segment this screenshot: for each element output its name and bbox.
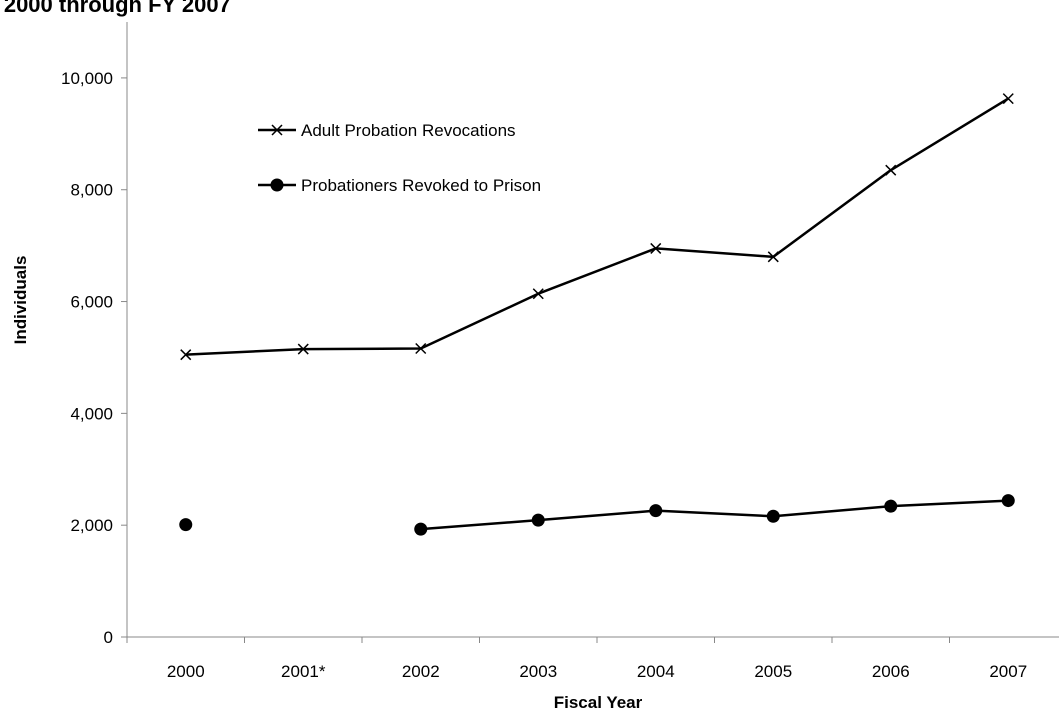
data-point-x-marker bbox=[297, 343, 309, 355]
y-tick-label: 4,000 bbox=[70, 404, 113, 423]
x-tick-label: 2005 bbox=[754, 662, 792, 681]
data-point-circle-marker bbox=[1001, 494, 1015, 508]
legend-item-1: Adult Probation Revocations bbox=[258, 121, 516, 140]
y-tick-label: 2,000 bbox=[70, 516, 113, 535]
chart-title: FY 2000 through FY 2007 bbox=[0, 0, 231, 17]
y-tick-label: 6,000 bbox=[70, 293, 113, 312]
series-layer bbox=[179, 93, 1015, 536]
legend-label: Probationers Revoked to Prison bbox=[301, 176, 541, 195]
data-point-circle-marker bbox=[531, 513, 545, 527]
x-tick-label: 2002 bbox=[402, 662, 440, 681]
data-point-circle-marker bbox=[414, 522, 428, 536]
data-point-circle-marker bbox=[884, 499, 898, 513]
series-1 bbox=[180, 93, 1014, 361]
x-tick-label: 2003 bbox=[519, 662, 557, 681]
legend-item-2: Probationers Revoked to Prison bbox=[258, 176, 541, 195]
legend-label: Adult Probation Revocations bbox=[301, 121, 516, 140]
data-point-x-marker bbox=[180, 349, 192, 361]
data-point-circle-marker bbox=[766, 509, 780, 523]
x-tick-label: 2004 bbox=[637, 662, 675, 681]
x-tick-label: 2006 bbox=[872, 662, 910, 681]
x-axis-title: Fiscal Year bbox=[554, 693, 643, 712]
y-tick-label: 10,000 bbox=[61, 69, 113, 88]
axes: 0 2,000 4,000 6,000 8,000 10,000 2000 2001* 2002… bbox=[61, 22, 1059, 681]
y-axis-title: Individuals bbox=[11, 256, 30, 345]
data-point-x-marker bbox=[1002, 93, 1014, 105]
legend-circle-marker bbox=[270, 178, 284, 192]
legend: Adult Probation Revocations Probationers … bbox=[258, 121, 541, 195]
series-line bbox=[185, 97, 1009, 356]
x-tick-label: 2001* bbox=[281, 662, 326, 681]
data-point-x-marker bbox=[885, 164, 897, 176]
data-point-x-marker bbox=[767, 251, 779, 263]
data-point-circle-marker bbox=[179, 518, 193, 532]
legend-x-marker bbox=[271, 124, 283, 136]
data-point-x-marker bbox=[415, 342, 427, 355]
series-2 bbox=[179, 494, 1015, 536]
y-tick-label: 0 bbox=[104, 628, 113, 647]
y-tick-label: 8,000 bbox=[70, 181, 113, 200]
series-line bbox=[420, 499, 1009, 531]
x-tick-label: 2000 bbox=[167, 662, 205, 681]
data-point-x-marker bbox=[650, 242, 662, 254]
data-point-x-marker bbox=[532, 288, 544, 300]
data-point-circle-marker bbox=[649, 504, 663, 518]
x-tick-label: 2007 bbox=[989, 662, 1027, 681]
